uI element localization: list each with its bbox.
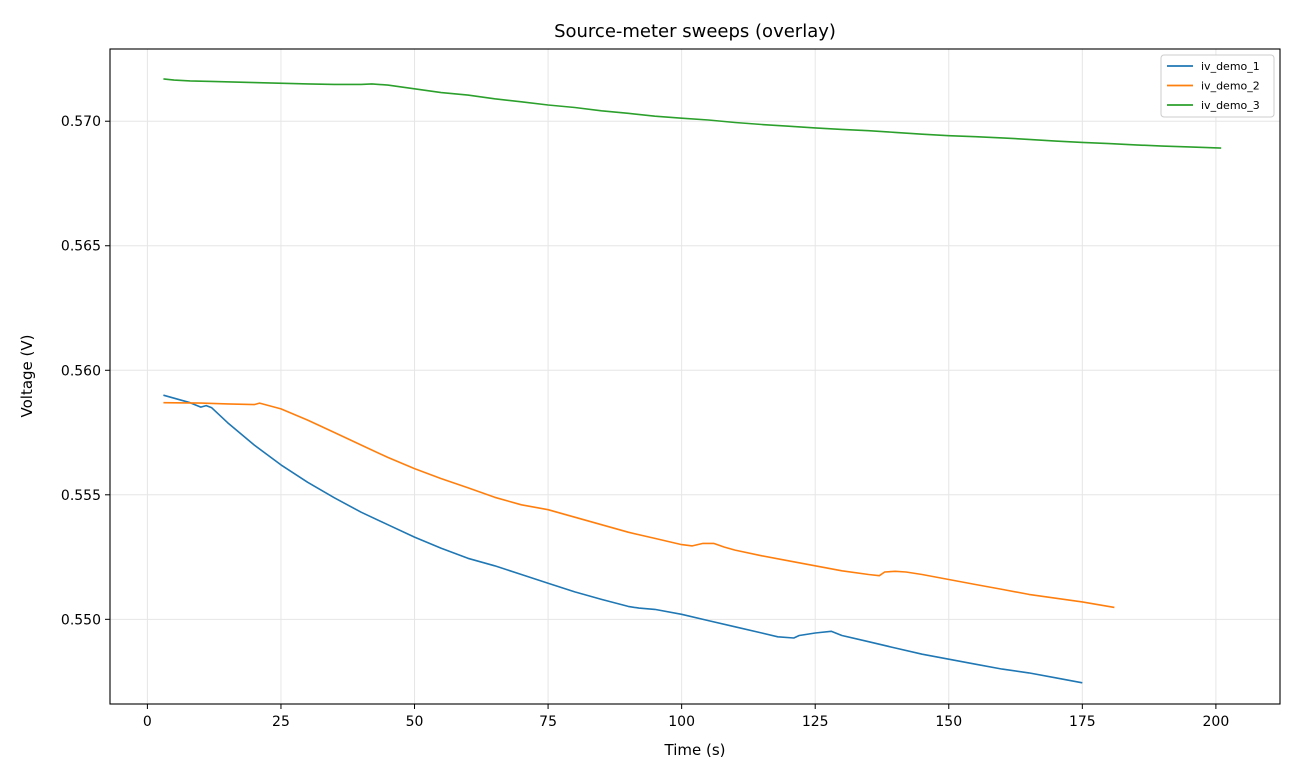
legend-box — [1160, 54, 1275, 118]
series-line-iv-demo-3 — [163, 78, 1222, 149]
legend-label: iv_demo_3 — [1201, 99, 1260, 112]
x-tick-label: 100 — [668, 714, 695, 730]
x-tick-label: 25 — [272, 714, 290, 730]
plot-frame — [109, 48, 1281, 705]
axis-ticks: 0 25 50 75 100 125 150 175 200 0.550 0.555 0.560 0.5… — [61, 114, 1229, 730]
x-tick-label: 200 — [1203, 714, 1230, 730]
x-tick-label: 150 — [935, 714, 962, 730]
chart-title: Source-meter sweeps (overlay) — [554, 21, 836, 42]
legend-label: iv_demo_1 — [1201, 60, 1260, 73]
y-axis-label: Voltage (V) — [18, 335, 36, 418]
y-tick-label: 0.555 — [61, 488, 101, 504]
grid — [110, 49, 1280, 704]
x-tick-label: 125 — [802, 714, 829, 730]
y-tick-label: 0.550 — [61, 612, 101, 628]
x-axis-label: Time (s) — [664, 741, 726, 759]
x-tick-label: 75 — [539, 714, 557, 730]
series-line-iv-demo-2 — [163, 401, 1115, 609]
legend-label: iv_demo_2 — [1201, 80, 1260, 93]
series-lines — [163, 78, 1222, 684]
x-tick-label: 50 — [406, 714, 424, 730]
y-tick-label: 0.560 — [61, 363, 101, 379]
x-tick-label: 0 — [143, 714, 152, 730]
y-tick-label: 0.570 — [61, 114, 101, 130]
legend: iv_demo_1 iv_demo_2 iv_demo_3 — [1160, 54, 1275, 118]
series-line-iv-demo-1 — [163, 394, 1083, 684]
x-tick-label: 175 — [1069, 714, 1096, 730]
y-tick-label: 0.565 — [61, 239, 101, 255]
